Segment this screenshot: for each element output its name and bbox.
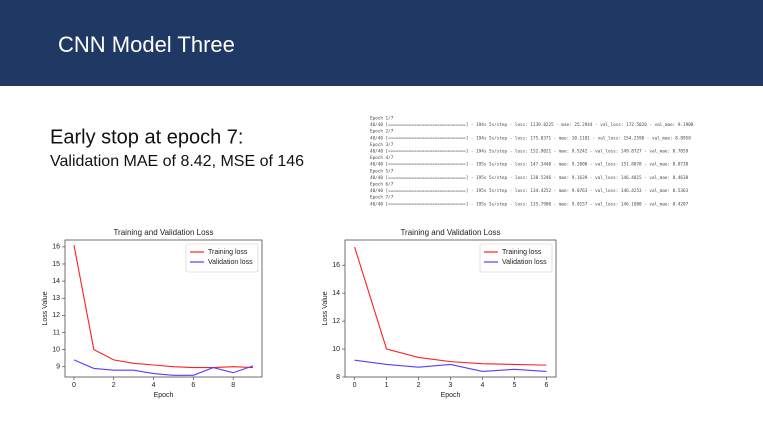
y-axis-label: Loss Value (42, 291, 49, 325)
log-line: Epoch 6/7 (370, 182, 394, 188)
y-tick-label: 16 (332, 262, 340, 269)
x-tick-label: 1 (385, 382, 389, 389)
heading: Early stop at epoch 7: (50, 126, 243, 148)
x-tick-label: 6 (544, 382, 548, 389)
log-line: 40/40 [==============================] -… (370, 149, 689, 155)
x-tick-label: 8 (231, 382, 235, 389)
log-line: Epoch 7/7 (370, 195, 394, 201)
x-tick-label: 2 (417, 382, 421, 389)
x-tick-label: 6 (191, 382, 195, 389)
x-tick-label: 3 (449, 382, 453, 389)
legend-box (479, 243, 553, 273)
x-tick-label: 5 (512, 382, 516, 389)
subheading: Validation MAE of 8.42, MSE of 146 (50, 153, 304, 170)
log-line: Epoch 2/7 (370, 129, 394, 135)
y-tick-label: 12 (332, 318, 340, 325)
x-tick-label: 0 (353, 382, 357, 389)
x-tick-label: 0 (72, 382, 76, 389)
x-axis-label: Epoch (441, 392, 461, 399)
x-tick-label: 2 (112, 382, 116, 389)
y-tick-label: 10 (332, 346, 340, 353)
legend-box (185, 243, 259, 273)
y-tick-label: 8 (336, 374, 340, 381)
y-tick-label: 11 (53, 329, 60, 336)
log-line: 40/40 [==============================] -… (370, 135, 691, 141)
y-tick-label: 15 (52, 261, 60, 268)
loss-line (354, 246, 547, 366)
log-line: Epoch 1/7 (370, 116, 394, 122)
y-tick-label: 14 (332, 290, 340, 297)
plot-frame (344, 239, 557, 378)
log-line: 40/40 [==============================] -… (370, 122, 694, 128)
y-axis-label: Loss Value (322, 291, 329, 325)
legend-label: Validation loss (208, 259, 253, 266)
log-line: 40/40 [==============================] -… (370, 175, 689, 181)
chart-title: Training and Validation Loss (113, 228, 213, 237)
y-tick-label: 9 (56, 364, 60, 371)
log-line: Epoch 5/7 (370, 168, 394, 174)
log-line: 40/40 [==============================] -… (370, 188, 689, 194)
x-tick-label: 4 (152, 382, 156, 389)
legend-label: Training loss (208, 249, 248, 256)
training-log: Epoch 1/740/40 [========================… (370, 116, 694, 208)
log-line: 40/40 [==============================] -… (370, 162, 689, 168)
slide-title: CNN Model Three (58, 32, 235, 57)
header-band (0, 0, 763, 86)
legend-label: Training loss (502, 249, 542, 256)
y-tick-label: 14 (52, 278, 60, 285)
log-line: Epoch 4/7 (370, 155, 394, 161)
loss-line (73, 245, 254, 369)
loss-line (73, 359, 254, 376)
y-tick-label: 13 (52, 295, 60, 302)
y-tick-label: 16 (52, 244, 60, 251)
chart-title: Training and Validation Loss (400, 228, 500, 237)
y-tick-label: 10 (52, 346, 60, 353)
y-tick-label: 12 (52, 312, 60, 319)
log-line: 40/40 [==============================] -… (370, 201, 689, 207)
x-tick-label: 4 (481, 382, 485, 389)
legend-label: Validation loss (502, 259, 547, 266)
plot-frame (64, 239, 263, 378)
loss-line (354, 359, 547, 372)
x-axis-label: Epoch (154, 392, 174, 399)
log-line: Epoch 3/7 (370, 142, 394, 148)
